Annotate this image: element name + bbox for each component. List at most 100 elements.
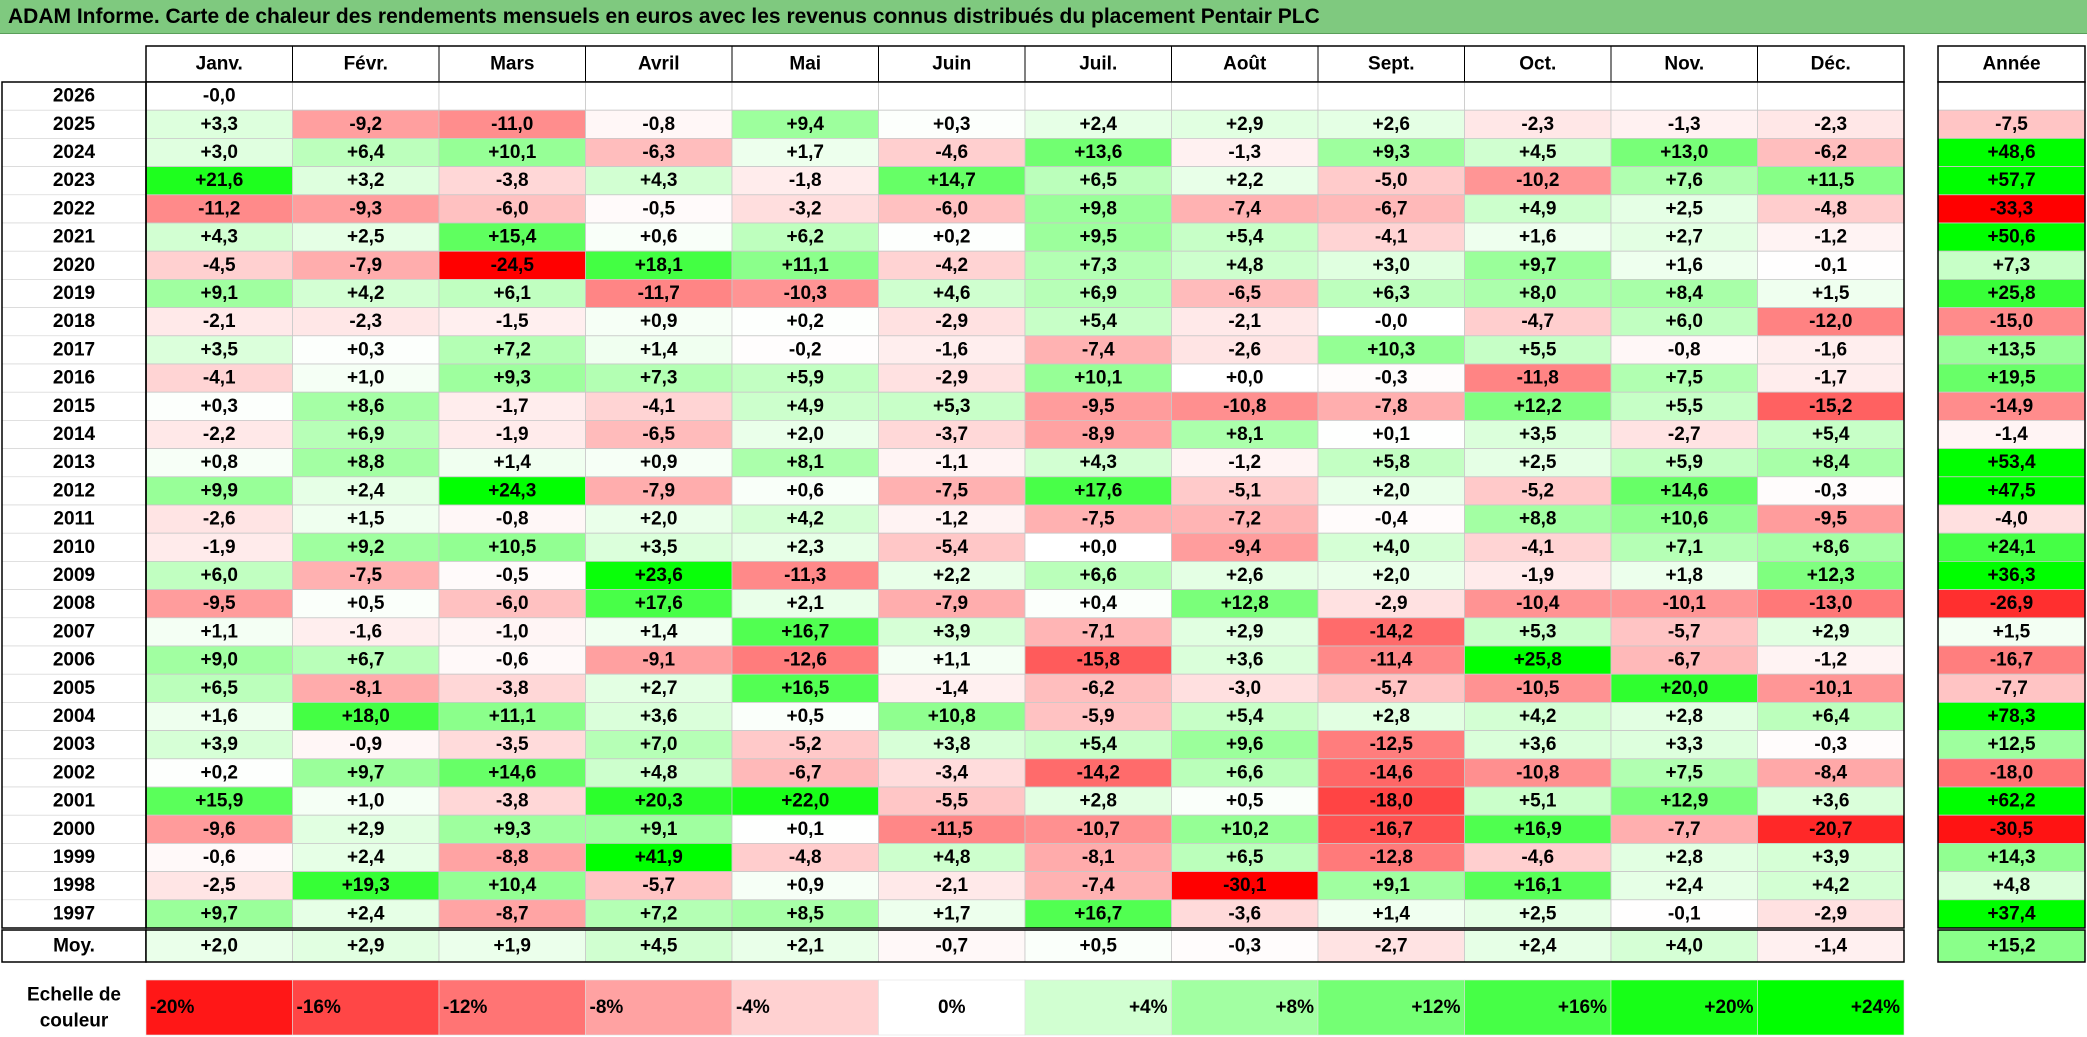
- heatmap-cell: [1464, 504, 1612, 534]
- heatmap-cell-value: +7,3: [640, 368, 678, 389]
- annual-column-border: [1937, 81, 2086, 929]
- heatmap-cell: [1757, 504, 1905, 534]
- heatmap-cell: [145, 391, 293, 421]
- heatmap-cell: [585, 278, 733, 308]
- annual-cell-value: +50,6: [1987, 227, 2035, 248]
- heatmap-cell-value: +6,2: [786, 227, 824, 248]
- heatmap-cell: [878, 843, 1026, 873]
- heatmap-cell-value: +6,6: [1226, 762, 1264, 783]
- heatmap-cell: [145, 730, 293, 760]
- heatmap-cell-value: -9,5: [1082, 396, 1115, 417]
- heatmap-cell-value: +12,3: [1807, 565, 1855, 586]
- heatmap-cell: [1757, 532, 1905, 562]
- heatmap-cell: [1317, 758, 1465, 788]
- heatmap-cell-value: +2,5: [1519, 452, 1557, 473]
- year-label: 2019: [53, 283, 95, 304]
- heatmap-cell-value: -1,3: [1228, 142, 1261, 163]
- heatmap-cell-value: -4,8: [1814, 198, 1847, 219]
- heatmap-cell: [292, 702, 440, 732]
- heatmap-cell: [1464, 814, 1612, 844]
- year-label: 2013: [53, 452, 95, 473]
- heatmap-cell: [438, 843, 586, 873]
- heatmap-cell-value: +4,2: [1812, 875, 1850, 896]
- heatmap-cell-value: -4,8: [789, 847, 822, 868]
- heatmap-cell-value: +9,3: [493, 819, 531, 840]
- heatmap-cell: [292, 504, 440, 534]
- heatmap-cell-value: +7,6: [1665, 170, 1703, 191]
- heatmap-cell-value: +5,4: [1226, 706, 1264, 727]
- heatmap-cell-value: +11,5: [1807, 170, 1854, 191]
- heatmap-cell-value: -6,5: [1228, 283, 1261, 304]
- heatmap-cell-value: -10,3: [784, 283, 827, 304]
- heatmap-cell: [1024, 391, 1172, 421]
- heatmap-cell-value: +17,6: [1074, 480, 1122, 501]
- heatmap-cell-value: +18,1: [635, 255, 684, 276]
- year-label: 2007: [53, 621, 95, 642]
- heatmap-cell: [1024, 786, 1172, 816]
- heatmap-cell-value: +3,9: [200, 734, 238, 755]
- average-cell: [1610, 929, 1758, 963]
- heatmap-cell-value: -11,3: [784, 565, 826, 586]
- month-header: Avril: [638, 54, 680, 75]
- heatmap-cell: [585, 222, 733, 252]
- heatmap-cell-value: -4,1: [642, 396, 675, 417]
- heatmap-cell-value: +3,3: [1665, 734, 1703, 755]
- heatmap-cell-value: +9,5: [1079, 227, 1117, 248]
- heatmap-cell: [1757, 307, 1905, 337]
- year-label-cell: [1, 166, 147, 196]
- heatmap-cell: [145, 476, 293, 506]
- heatmap-cell-value: +2,4: [1665, 875, 1703, 896]
- heatmap-cell-value: +1,4: [640, 339, 678, 360]
- heatmap-cell: [1024, 476, 1172, 506]
- heatmap-cell: [145, 843, 293, 873]
- heatmap-cell: [731, 448, 879, 478]
- heatmap-cell: [1024, 138, 1172, 168]
- heatmap-cell: [145, 250, 293, 280]
- heatmap-cell-value: +1,4: [640, 621, 678, 642]
- heatmap-cell: [878, 109, 1026, 139]
- heatmap-cell-value: +2,8: [1665, 847, 1703, 868]
- year-label-cell: [1, 814, 147, 844]
- annual-cell: [1937, 617, 2086, 647]
- color-scale-step: -16%: [297, 997, 341, 1018]
- heatmap-cell-value: -14,6: [1370, 762, 1413, 783]
- heatmap-cell-value: -6,7: [1668, 650, 1701, 671]
- heatmap-cell-value: +2,4: [347, 847, 385, 868]
- heatmap-cell-value: -2,1: [935, 875, 968, 896]
- heatmap-cell: [1024, 814, 1172, 844]
- heatmap-cell: [1171, 307, 1319, 337]
- heatmap-cell-value: -0,8: [496, 509, 529, 530]
- year-label-cell: [1, 532, 147, 562]
- annual-cell: [1937, 561, 2086, 591]
- heatmap-cell-value: +7,3: [1079, 255, 1117, 276]
- year-label: 2001: [53, 791, 96, 812]
- heatmap-cell: [585, 109, 733, 139]
- heatmap-cell-value: +2,4: [347, 903, 385, 924]
- heatmap-cell: [438, 504, 586, 534]
- heatmap-cell: [145, 673, 293, 703]
- heatmap-cell-value: +4,6: [933, 283, 971, 304]
- average-cell-value: -0,3: [1228, 936, 1261, 957]
- heatmap-cell: [1610, 81, 1758, 111]
- heatmap-cell-value: -1,0: [496, 621, 529, 642]
- heatmap-cell: [1317, 307, 1465, 337]
- heatmap-cell: [1464, 307, 1612, 337]
- heatmap-cell: [292, 758, 440, 788]
- heatmap-cell-value: +6,4: [347, 142, 385, 163]
- color-scale-label: Echelle de: [27, 985, 121, 1006]
- heatmap-cell: [878, 561, 1026, 591]
- annual-cell-value: -18,0: [1990, 762, 2033, 783]
- heatmap-cell-value: -7,9: [935, 593, 968, 614]
- year-label: 2005: [53, 678, 96, 699]
- heatmap-cell: [1024, 222, 1172, 252]
- heatmap-cell-value: -2,1: [1228, 311, 1261, 332]
- heatmap-cell: [731, 278, 879, 308]
- heatmap-cell-value: -12,6: [784, 650, 827, 671]
- heatmap-cell-value: +1,4: [493, 452, 531, 473]
- heatmap-cell-value: -7,2: [1228, 509, 1261, 530]
- annual-cell-value: +25,8: [1987, 283, 2035, 304]
- heatmap-cell-value: -5,2: [789, 734, 822, 755]
- heatmap-cell-value: +19,3: [342, 875, 390, 896]
- heatmap-cell: [145, 138, 293, 168]
- heatmap-cell: [1317, 645, 1465, 675]
